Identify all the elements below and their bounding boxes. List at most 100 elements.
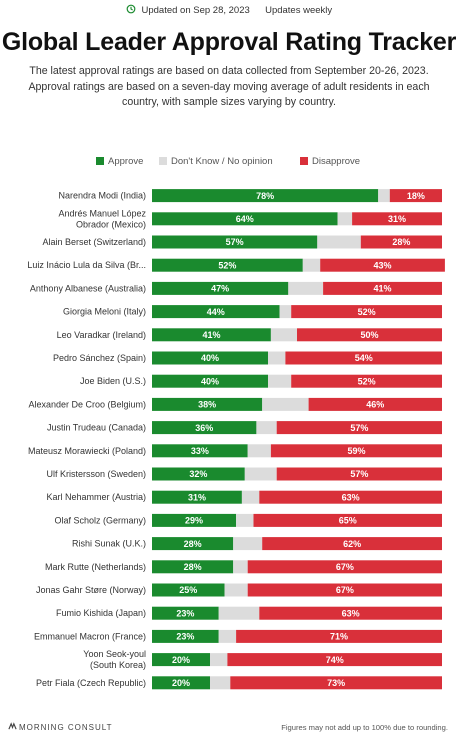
disapprove-value-label: 59%: [347, 446, 365, 456]
clock-refresh-icon: [126, 4, 136, 14]
legend-swatch-approve: [96, 157, 104, 165]
disapprove-value-label: 67%: [336, 585, 354, 595]
approve-value-label: 44%: [207, 307, 225, 317]
approve-value-label: 36%: [195, 423, 213, 433]
bar-approve: [152, 374, 268, 388]
approve-value-label: 33%: [191, 446, 209, 456]
bar-approve: [152, 560, 234, 574]
row-label: Fumio Kishida (Japan): [56, 608, 146, 618]
bar-approve: [152, 629, 219, 643]
bar-disapprove: [276, 421, 442, 435]
bar-unknown: [210, 653, 228, 667]
bar-approve: [152, 258, 303, 272]
bar-unknown: [218, 606, 260, 620]
bar-approve: [152, 583, 225, 597]
bar-unknown: [317, 235, 361, 249]
row-label: Yoon Seok-youl (South Korea): [83, 649, 146, 670]
legend-item-unknown: Don't Know / No opinion: [159, 156, 273, 167]
bar-unknown: [236, 513, 254, 527]
legend-label-disapprove: Disapprove: [312, 156, 361, 167]
disapprove-value-label: 52%: [358, 307, 376, 317]
updated-date: Updated on Sep 28, 2023: [141, 5, 250, 16]
brand-name: MORNING CONSULT: [19, 723, 113, 732]
bar-disapprove: [389, 189, 442, 203]
approve-value-label: 28%: [184, 539, 202, 549]
legend-label-approve: Approve: [108, 156, 144, 167]
row-label: Alexander De Croo (Belgium): [28, 399, 146, 409]
bar-unknown: [241, 490, 260, 504]
bar-approve: [152, 537, 234, 551]
bar-disapprove: [360, 235, 442, 249]
bar-disapprove: [253, 513, 442, 527]
row-label: Olaf Scholz (Germany): [54, 515, 146, 525]
bar-approve: [152, 490, 242, 504]
bar-unknown: [288, 281, 324, 295]
footer: MORNING CONSULT Figures may not add up t…: [0, 719, 458, 739]
bar-unknown: [218, 629, 237, 643]
approve-value-label: 29%: [185, 516, 203, 526]
legend-swatch-disapprove: [300, 157, 308, 165]
bar-disapprove: [247, 560, 442, 574]
bar-disapprove: [259, 606, 442, 620]
bar-approve: [152, 281, 289, 295]
bar-unknown: [262, 397, 309, 411]
bar-unknown: [268, 351, 286, 365]
approve-value-label: 31%: [188, 492, 206, 502]
update-frequency: Updates weekly: [265, 5, 333, 16]
bar-disapprove: [291, 374, 442, 388]
bar-disapprove: [291, 305, 442, 319]
disapprove-value-label: 71%: [330, 632, 348, 642]
row-label: Alain Berset (Switzerland): [42, 237, 146, 247]
disapprove-value-label: 46%: [366, 400, 384, 410]
row-label: Luiz Inácio Lula da Silva (Br...: [27, 260, 146, 270]
disapprove-value-label: 52%: [358, 376, 376, 386]
disapprove-value-label: 63%: [342, 492, 360, 502]
bar-approve: [152, 653, 210, 667]
bar-disapprove: [262, 537, 442, 551]
bar-disapprove: [352, 212, 442, 226]
bar-approve: [152, 444, 248, 458]
bar-disapprove: [227, 653, 442, 667]
bar-unknown: [244, 467, 277, 481]
disapprove-value-label: 73%: [327, 678, 345, 688]
approve-value-label: 25%: [179, 585, 197, 595]
approve-value-label: 23%: [176, 632, 194, 642]
disapprove-value-label: 28%: [392, 237, 410, 247]
bar-disapprove: [276, 467, 442, 481]
row-label: Joe Biden (U.S.): [80, 376, 146, 386]
bar-unknown: [256, 421, 277, 435]
page-subtitle: The latest approval ratings are based on…: [28, 65, 430, 108]
brand-logo: MORNING CONSULT: [8, 722, 113, 732]
approve-value-label: 40%: [201, 376, 219, 386]
bar-approve: [152, 513, 237, 527]
approve-value-label: 78%: [256, 191, 274, 201]
disapprove-value-label: 50%: [360, 330, 378, 340]
disapprove-value-label: 54%: [355, 353, 373, 363]
row-label: Anthony Albanese (Australia): [30, 283, 146, 293]
approve-value-label: 41%: [202, 330, 220, 340]
disapprove-value-label: 57%: [350, 469, 368, 479]
bar-unknown: [210, 676, 231, 690]
approve-value-label: 40%: [201, 353, 219, 363]
bar-disapprove: [297, 328, 442, 342]
bar-approve: [152, 189, 379, 203]
legend-swatch-unknown: [159, 157, 167, 165]
update-info: Updated on Sep 28, 2023 Updates weekly: [0, 4, 458, 16]
approve-value-label: 52%: [218, 260, 236, 270]
bar-disapprove: [285, 351, 442, 365]
disapprove-value-label: 31%: [388, 214, 406, 224]
disapprove-value-label: 63%: [342, 608, 360, 618]
row-label: Ulf Kristersson (Sweden): [46, 469, 146, 479]
approve-value-label: 47%: [211, 284, 229, 294]
bar-disapprove: [247, 583, 442, 597]
disapprove-value-label: 18%: [407, 191, 425, 201]
bar-approve: [152, 467, 245, 481]
disapprove-value-label: 43%: [374, 260, 392, 270]
bar-approve: [152, 606, 219, 620]
bar-unknown: [279, 305, 292, 319]
legend-item-disapprove: Disapprove: [300, 156, 360, 167]
row-label: Petr Fiala (Czech Republic): [36, 678, 146, 688]
approve-value-label: 23%: [176, 608, 194, 618]
bar-approve: [152, 676, 210, 690]
approval-bar-chart: Narendra Modi (India) 78% 18% Andrés Manuel…: [27, 189, 445, 690]
